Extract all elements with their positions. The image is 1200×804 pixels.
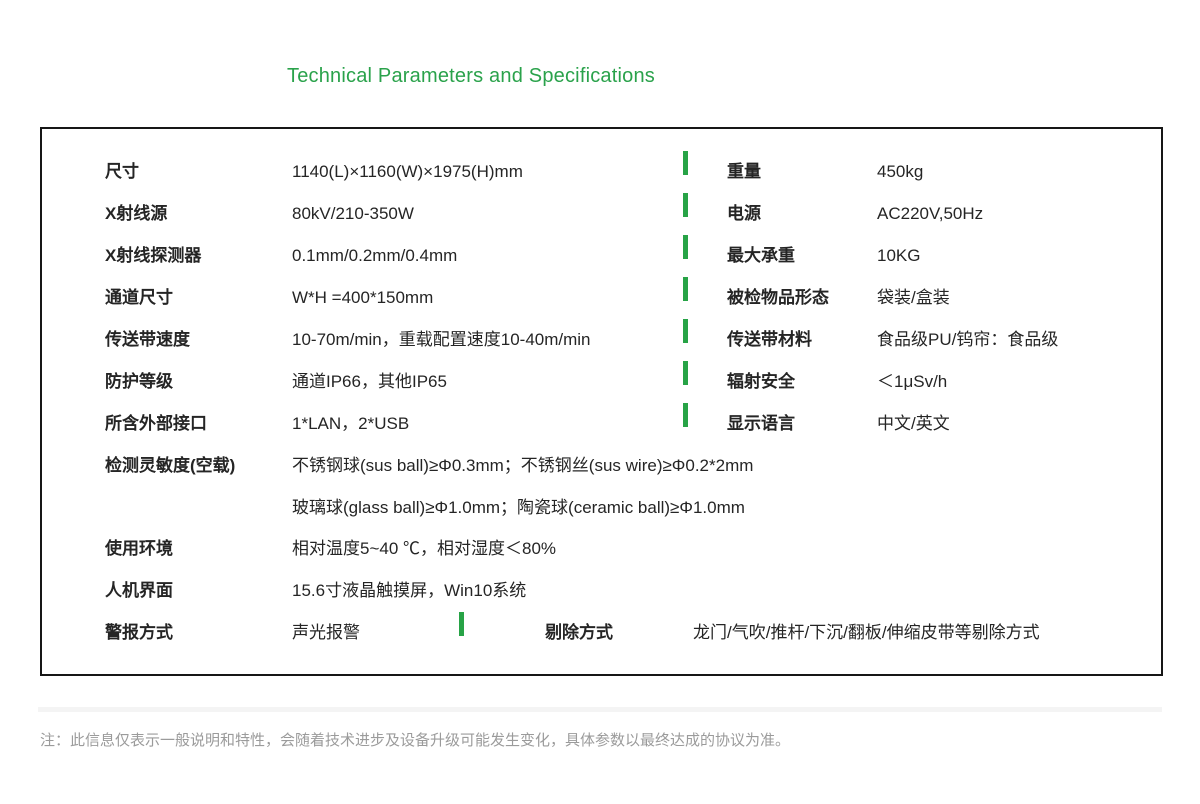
spec-value: 食品级PU/钨帘：食品级 [877, 330, 1059, 349]
spec-label: 使用环境 [105, 539, 173, 558]
spec-value: AC220V,50Hz [877, 204, 984, 223]
spec-label: 尺寸 [105, 162, 139, 181]
table-row: 人机界面 15.6寸液晶触摸屏，Win10系统 [42, 570, 1161, 612]
spec-value-continued: 玻璃球(glass ball)≥Φ1.0mm；陶瓷球(ceramic ball)… [292, 498, 745, 517]
green-divider-bar [683, 361, 688, 385]
green-divider-bar [683, 151, 688, 175]
spec-value: 80kV/210-350W [292, 204, 414, 223]
spec-label: 检测灵敏度(空载) [105, 456, 236, 475]
table-row: 通道尺寸 W*H =400*150mm 被检物品形态 袋装/盒装 [42, 277, 1161, 319]
spec-label: 所含外部接口 [105, 414, 207, 433]
spec-value: 声光报警 [292, 623, 360, 642]
spec-label: X射线探测器 [105, 246, 202, 265]
spec-label: 传送带速度 [105, 330, 190, 349]
page-title: Technical Parameters and Specifications [287, 65, 655, 87]
table-row: 传送带速度 10-70m/min，重载配置速度10-40m/min 传送带材料 … [42, 319, 1161, 361]
spec-label: 警报方式 [105, 623, 173, 642]
spec-label: 显示语言 [727, 414, 795, 433]
table-row: 所含外部接口 1*LAN，2*USB 显示语言 中文/英文 [42, 403, 1161, 445]
spec-value: 10KG [877, 246, 921, 265]
spec-table: 尺寸 1140(L)×1160(W)×1975(H)mm 重量 450kg X射… [40, 127, 1163, 676]
spec-label: 防护等级 [105, 372, 173, 391]
table-row: 尺寸 1140(L)×1160(W)×1975(H)mm 重量 450kg [42, 151, 1161, 193]
table-row: 警报方式 声光报警 剔除方式 龙门/气吹/推杆/下沉/翻板/伸缩皮带等剔除方式 [42, 612, 1161, 654]
table-row: 检测灵敏度(空载) 不锈钢球(sus ball)≥Φ0.3mm；不锈钢丝(sus… [42, 445, 1161, 487]
spec-value: 中文/英文 [877, 414, 950, 433]
spec-value: 1*LAN，2*USB [292, 414, 410, 433]
table-row: X射线探测器 0.1mm/0.2mm/0.4mm 最大承重 10KG [42, 235, 1161, 277]
green-divider-bar [683, 319, 688, 343]
spec-value: W*H =400*150mm [292, 288, 434, 307]
table-row: 防护等级 通道IP66，其他IP65 辐射安全 ＜1μSv/h [42, 361, 1161, 403]
green-divider-bar [683, 193, 688, 217]
green-divider-bar [683, 235, 688, 259]
spec-value: 1140(L)×1160(W)×1975(H)mm [292, 162, 523, 181]
spec-label: 人机界面 [105, 581, 173, 600]
spec-value: 不锈钢球(sus ball)≥Φ0.3mm；不锈钢丝(sus wire)≥Φ0.… [292, 456, 754, 475]
table-row: X射线源 80kV/210-350W 电源 AC220V,50Hz [42, 193, 1161, 235]
disclaimer-note: 注：此信息仅表示一般说明和特性，会随着技术进步及设备升级可能发生变化，具体参数以… [40, 732, 791, 749]
spec-value: 15.6寸液晶触摸屏，Win10系统 [292, 581, 527, 600]
green-divider-bar [459, 612, 464, 636]
spec-value: 0.1mm/0.2mm/0.4mm [292, 246, 458, 265]
spec-value: 通道IP66，其他IP65 [292, 372, 447, 391]
spec-label: 传送带材料 [727, 330, 812, 349]
spec-value: 450kg [877, 162, 924, 181]
spec-label: 通道尺寸 [105, 288, 173, 307]
spec-label: 重量 [727, 162, 761, 181]
table-row: 玻璃球(glass ball)≥Φ1.0mm；陶瓷球(ceramic ball)… [42, 487, 1161, 529]
spec-value: 龙门/气吹/推杆/下沉/翻板/伸缩皮带等剔除方式 [693, 623, 1040, 642]
spec-label: 剔除方式 [545, 623, 613, 642]
spec-value: 袋装/盒装 [877, 288, 950, 307]
spec-label: 电源 [727, 204, 761, 223]
section-divider [38, 707, 1162, 712]
spec-value: ＜1μSv/h [877, 372, 948, 391]
green-divider-bar [683, 403, 688, 427]
spec-label: 辐射安全 [727, 372, 795, 391]
spec-value: 10-70m/min，重载配置速度10-40m/min [292, 330, 591, 349]
spec-label: 最大承重 [727, 246, 795, 265]
spec-value: 相对温度5~40 ℃，相对湿度＜80% [292, 539, 557, 558]
table-row: 使用环境 相对温度5~40 ℃，相对湿度＜80% [42, 528, 1161, 570]
spec-label: X射线源 [105, 204, 168, 223]
green-divider-bar [683, 277, 688, 301]
spec-label: 被检物品形态 [727, 288, 829, 307]
